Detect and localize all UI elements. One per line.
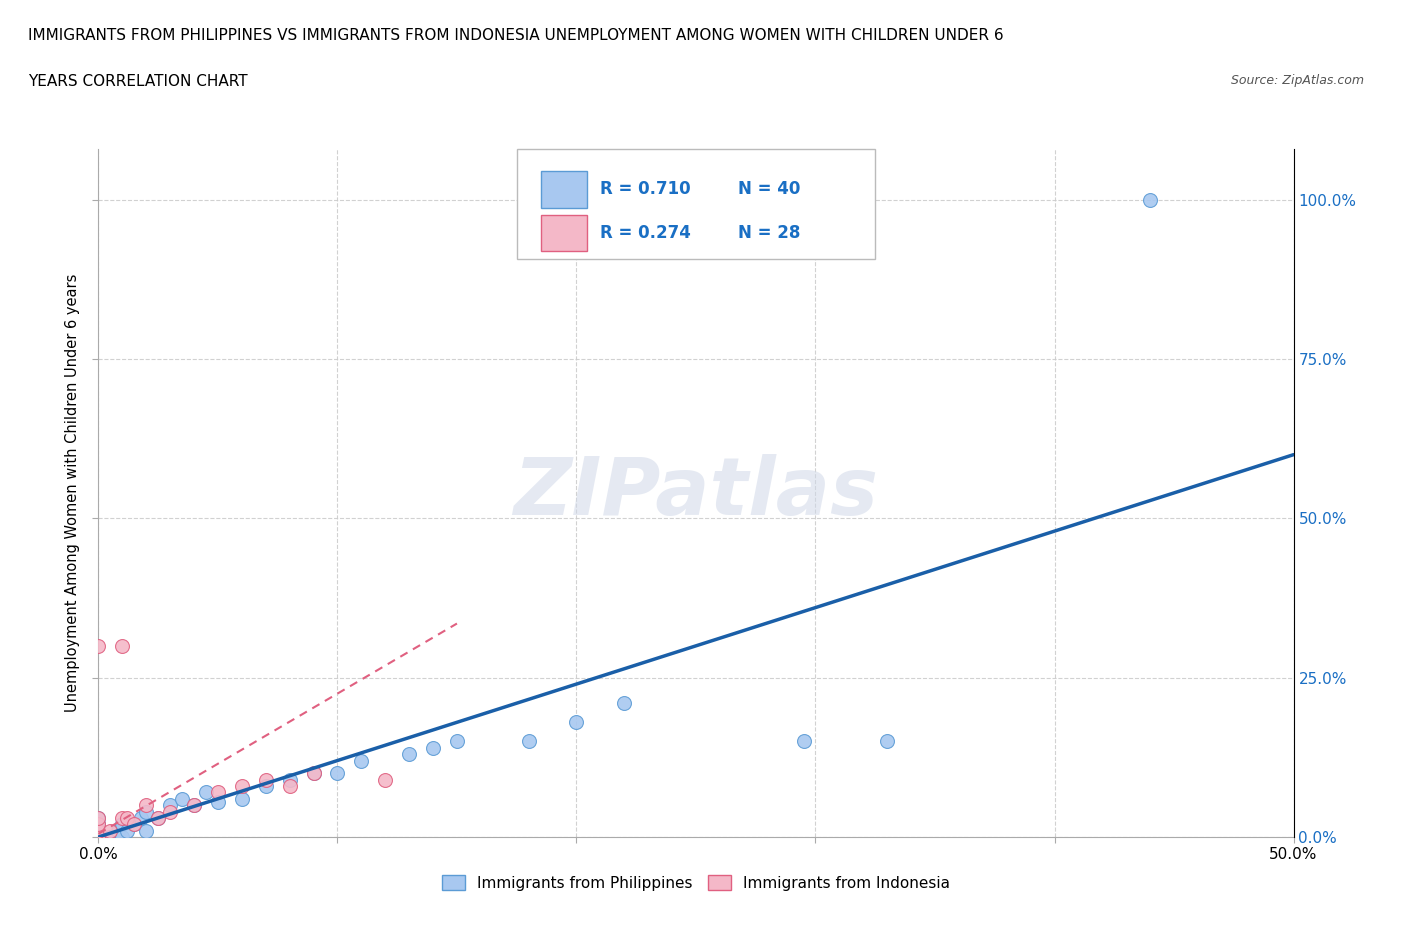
Point xyxy=(111,638,134,653)
FancyBboxPatch shape xyxy=(541,215,588,251)
Point xyxy=(87,830,110,844)
Point xyxy=(326,765,349,780)
Point xyxy=(793,734,815,749)
FancyBboxPatch shape xyxy=(517,149,876,259)
Point xyxy=(111,830,134,844)
Point xyxy=(87,823,110,838)
Point xyxy=(148,810,170,825)
Point xyxy=(231,778,253,793)
Point xyxy=(131,810,153,825)
Point xyxy=(135,798,157,813)
Text: ZIPatlas: ZIPatlas xyxy=(513,454,879,532)
Point xyxy=(115,810,138,825)
Point xyxy=(87,810,110,825)
Point xyxy=(87,830,110,844)
Point xyxy=(517,734,540,749)
Point xyxy=(87,830,110,844)
Point xyxy=(398,747,420,762)
Text: IMMIGRANTS FROM PHILIPPINES VS IMMIGRANTS FROM INDONESIA UNEMPLOYMENT AMONG WOME: IMMIGRANTS FROM PHILIPPINES VS IMMIGRANT… xyxy=(28,28,1004,43)
Point xyxy=(87,823,110,838)
Text: R = 0.274: R = 0.274 xyxy=(600,224,692,242)
Point xyxy=(87,830,110,844)
Point xyxy=(302,765,325,780)
Point xyxy=(207,794,229,809)
Point xyxy=(87,830,110,844)
Point xyxy=(231,791,253,806)
Point xyxy=(172,791,194,806)
Point xyxy=(87,830,110,844)
Point xyxy=(87,810,110,825)
Point xyxy=(195,785,218,800)
Legend: Immigrants from Philippines, Immigrants from Indonesia: Immigrants from Philippines, Immigrants … xyxy=(434,867,957,898)
Point xyxy=(254,772,277,787)
Point xyxy=(207,785,229,800)
Point xyxy=(87,823,110,838)
Point xyxy=(124,817,146,831)
Point xyxy=(446,734,468,749)
Point xyxy=(613,696,636,711)
Point xyxy=(302,765,325,780)
Text: Source: ZipAtlas.com: Source: ZipAtlas.com xyxy=(1230,74,1364,87)
Point xyxy=(87,830,110,844)
Point xyxy=(87,830,110,844)
Point xyxy=(374,772,396,787)
Point xyxy=(565,715,588,730)
Point xyxy=(98,823,122,838)
Point xyxy=(87,638,110,653)
Point xyxy=(350,753,373,768)
Point xyxy=(87,830,110,844)
Point xyxy=(876,734,898,749)
Point xyxy=(135,804,157,819)
Point xyxy=(422,740,444,755)
Point xyxy=(278,778,301,793)
Point xyxy=(124,817,146,831)
Point xyxy=(87,830,110,844)
Point xyxy=(183,798,205,813)
Y-axis label: Unemployment Among Women with Children Under 6 years: Unemployment Among Women with Children U… xyxy=(65,273,80,712)
Point xyxy=(87,830,110,844)
Text: R = 0.710: R = 0.710 xyxy=(600,180,690,198)
Point xyxy=(115,823,138,838)
Point xyxy=(111,817,134,831)
Text: YEARS CORRELATION CHART: YEARS CORRELATION CHART xyxy=(28,74,247,89)
Point xyxy=(98,830,122,844)
Point xyxy=(254,778,277,793)
Text: N = 40: N = 40 xyxy=(738,180,800,198)
Point xyxy=(87,823,110,838)
Point xyxy=(87,817,110,831)
Point xyxy=(148,810,170,825)
Point xyxy=(87,830,110,844)
Point xyxy=(278,772,301,787)
Point xyxy=(159,798,181,813)
Point xyxy=(107,823,129,838)
Point xyxy=(87,830,110,844)
Point xyxy=(1139,193,1161,207)
Point xyxy=(159,804,181,819)
Point xyxy=(87,830,110,844)
Point xyxy=(183,798,205,813)
Point xyxy=(87,817,110,831)
Text: N = 28: N = 28 xyxy=(738,224,800,242)
Point xyxy=(111,810,134,825)
Point xyxy=(135,823,157,838)
FancyBboxPatch shape xyxy=(541,171,588,207)
